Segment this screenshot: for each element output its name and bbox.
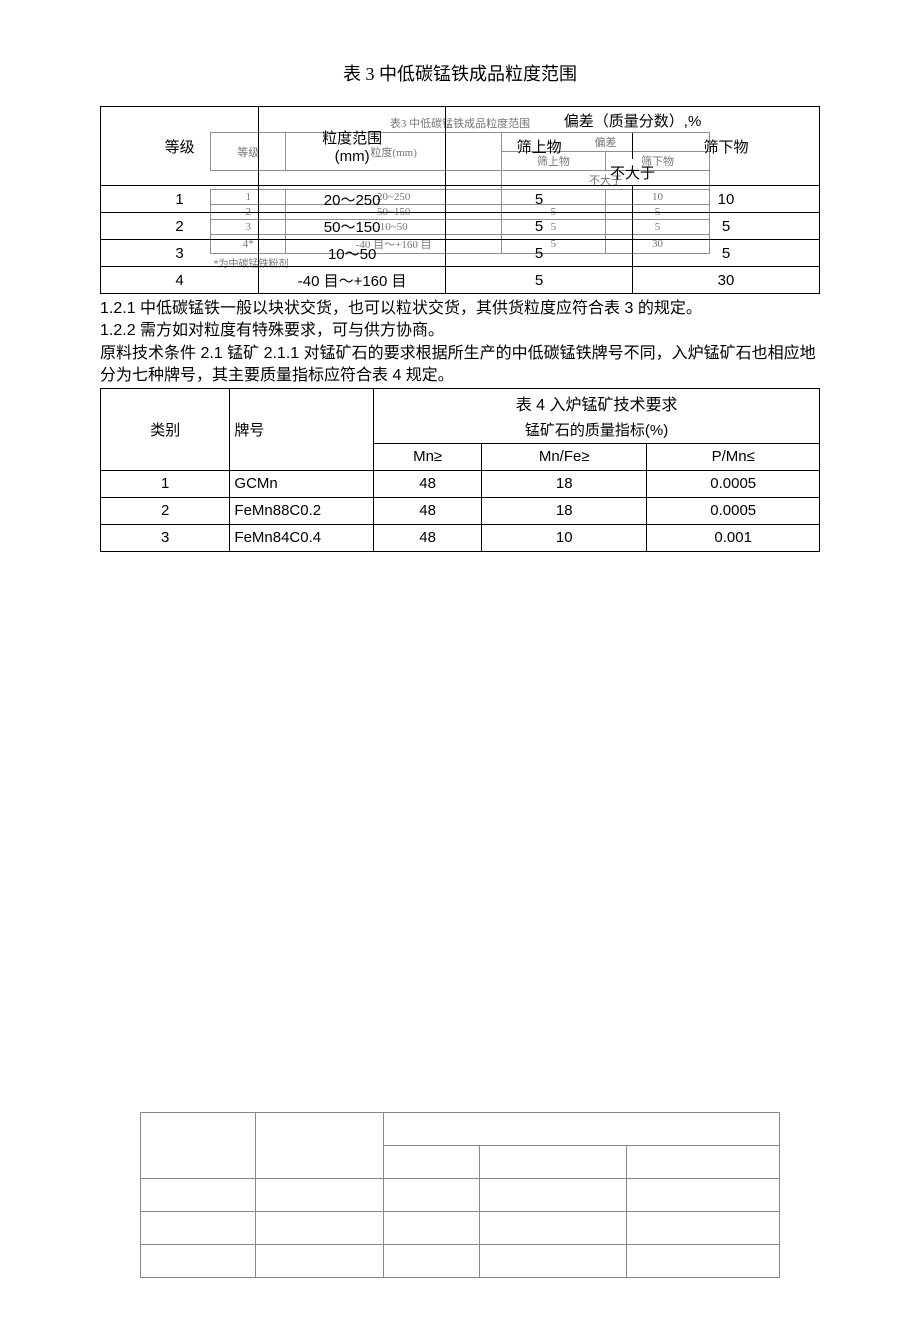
empty-cell bbox=[383, 1244, 479, 1277]
empty-table bbox=[140, 1112, 780, 1278]
t4-title: 表 4 入炉锰矿技术要求 bbox=[374, 388, 820, 417]
empty-cell bbox=[479, 1145, 626, 1178]
t4-h-mn: Mn≥ bbox=[374, 443, 482, 470]
t3-cell: 1 bbox=[101, 186, 259, 213]
empty-cell bbox=[141, 1112, 256, 1178]
t4-cell: 48 bbox=[374, 497, 482, 524]
empty-cell bbox=[383, 1178, 479, 1211]
table3: 等级 粒度范围 (mm) 偏差（质量分数）,% 筛上物 筛下物 不大于 1 20… bbox=[100, 106, 820, 294]
t3-cell: 10 bbox=[633, 186, 820, 213]
t4-cell: 10 bbox=[482, 524, 647, 551]
t3-cell: 4 bbox=[101, 267, 259, 294]
t4-cell: 18 bbox=[482, 497, 647, 524]
paragraph-1-2-1: 1.2.1 中低碳锰铁一般以块状交货，也可以粒状交货，其供货粒度应符合表 3 的… bbox=[100, 298, 820, 320]
empty-cell bbox=[626, 1211, 779, 1244]
empty-cell bbox=[479, 1178, 626, 1211]
t3-cell: 20～250 bbox=[259, 186, 446, 213]
empty-cell bbox=[256, 1178, 384, 1211]
t4-cell: 18 bbox=[482, 470, 647, 497]
t4-cell: 3 bbox=[101, 524, 230, 551]
empty-cell bbox=[479, 1244, 626, 1277]
t3-cell: 30 bbox=[633, 267, 820, 294]
empty-cell bbox=[256, 1211, 384, 1244]
page-title: 表 3 中低碳锰铁成品粒度范围 bbox=[100, 60, 820, 86]
table-row: 3 FeMn84C0.4 48 10 0.001 bbox=[101, 524, 820, 551]
t4-h-mnfe: Mn/Fe≥ bbox=[482, 443, 647, 470]
table-row: 3 10～50 5 5 bbox=[101, 240, 820, 267]
t4-h-quality: 锰矿石的质量指标(%) bbox=[374, 417, 820, 444]
empty-cell bbox=[141, 1178, 256, 1211]
t3-h-over: 筛上物 bbox=[446, 133, 633, 159]
table-row: 2 50～150 5 5 bbox=[101, 213, 820, 240]
t3-cell: 5 bbox=[446, 240, 633, 267]
paragraph-material: 原料技术条件 2.1 锰矿 2.1.1 对锰矿石的要求根据所生产的中低碳锰铁牌号… bbox=[100, 343, 820, 388]
empty-cell bbox=[256, 1112, 384, 1178]
t4-cell: 0.0005 bbox=[647, 497, 820, 524]
empty-cell bbox=[256, 1244, 384, 1277]
empty-cell bbox=[383, 1211, 479, 1244]
t4-cell: GCMn bbox=[230, 470, 374, 497]
table-row: 1 GCMn 48 18 0.0005 bbox=[101, 470, 820, 497]
t4-h-cat: 类别 bbox=[101, 388, 230, 470]
t4-cell: 2 bbox=[101, 497, 230, 524]
empty-cell bbox=[626, 1178, 779, 1211]
t4-cell: 48 bbox=[374, 470, 482, 497]
t3-h-nomore: 不大于 bbox=[446, 159, 820, 186]
t3-cell: 50～150 bbox=[259, 213, 446, 240]
t3-cell: -40 目～+160 目 bbox=[259, 267, 446, 294]
t3-cell: 5 bbox=[446, 213, 633, 240]
empty-cell bbox=[141, 1211, 256, 1244]
empty-cell bbox=[626, 1244, 779, 1277]
t4-cell: 1 bbox=[101, 470, 230, 497]
table-row: 1 20～250 5 10 bbox=[101, 186, 820, 213]
t3-h-dev: 偏差（质量分数）,% bbox=[446, 107, 820, 134]
t3-cell: 5 bbox=[446, 186, 633, 213]
empty-cell bbox=[383, 1112, 779, 1145]
t4-cell: 48 bbox=[374, 524, 482, 551]
t3-cell: 5 bbox=[446, 267, 633, 294]
t3-h-range: 粒度范围 (mm) bbox=[259, 107, 446, 186]
t4-cell: FeMn88C0.2 bbox=[230, 497, 374, 524]
table-row: 4 -40 目～+160 目 5 30 bbox=[101, 267, 820, 294]
t3-cell: 3 bbox=[101, 240, 259, 267]
t3-cell: 5 bbox=[633, 240, 820, 267]
t4-h-brand: 牌号 bbox=[230, 388, 374, 470]
table3-wrap: 表3 中低碳锰铁成品粒度范围 等级 粒度(mm) 偏差 筛上物 筛下物 不大于 … bbox=[100, 106, 820, 294]
t4-cell: 0.001 bbox=[647, 524, 820, 551]
empty-cell bbox=[141, 1244, 256, 1277]
t3-cell: 2 bbox=[101, 213, 259, 240]
table-row: 2 FeMn88C0.2 48 18 0.0005 bbox=[101, 497, 820, 524]
table4: 类别 牌号 表 4 入炉锰矿技术要求 锰矿石的质量指标(%) Mn≥ Mn/Fe… bbox=[100, 388, 820, 552]
t3-cell: 5 bbox=[633, 213, 820, 240]
t4-cell: FeMn84C0.4 bbox=[230, 524, 374, 551]
t3-h-under: 筛下物 bbox=[633, 133, 820, 159]
paragraph-1-2-2: 1.2.2 需方如对粒度有特殊要求，可与供方协商。 bbox=[100, 320, 820, 342]
t4-h-pmn: P/Mn≤ bbox=[647, 443, 820, 470]
empty-cell bbox=[479, 1211, 626, 1244]
empty-cell bbox=[626, 1145, 779, 1178]
t3-cell: 10～50 bbox=[259, 240, 446, 267]
t4-cell: 0.0005 bbox=[647, 470, 820, 497]
t3-h-grade: 等级 bbox=[101, 107, 259, 186]
empty-cell bbox=[383, 1145, 479, 1178]
